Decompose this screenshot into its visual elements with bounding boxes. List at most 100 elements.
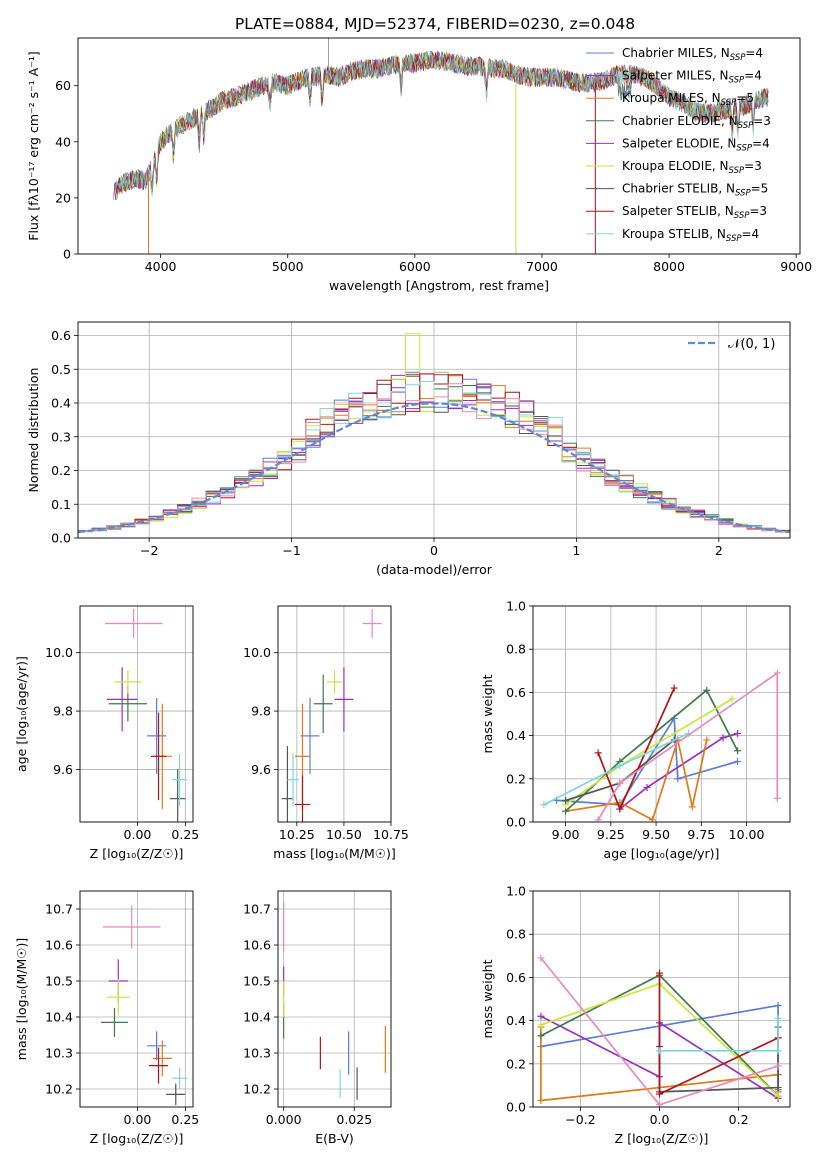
chart-age_vs_mass: 10.25 10.50 10.75 9.6 9.8 10.0 mass [log₁₀(M/M… <box>243 605 409 861</box>
weight-marker <box>774 1062 782 1070</box>
weight-marker <box>643 783 651 791</box>
weight-marker <box>773 669 781 677</box>
x-tick-label: 5000 <box>272 259 304 274</box>
y-tick-label: 9.8 <box>53 704 73 719</box>
weight-marker <box>728 695 736 703</box>
y-tick-label: 40 <box>55 134 71 149</box>
x-tick-label: 10.50 <box>326 827 362 842</box>
y-tick-label: 60 <box>55 78 71 93</box>
weight-marker <box>656 1090 664 1098</box>
x-tick-label: 9.00 <box>552 827 580 842</box>
y-axis-label: Normed distribution <box>26 368 41 493</box>
weight-marker <box>719 734 727 742</box>
histogram-series <box>78 333 790 532</box>
x-axis-label: wavelength [Angstrom, rest frame] <box>329 278 549 293</box>
y-tick-label: 0.6 <box>506 970 526 985</box>
y-tick-label: 1.0 <box>506 599 526 614</box>
chart-mass_weight_vs_z: −0.2 0.0 0.2 0.0 0.2 0.4 0.6 0.8 1.0 Z [log₁₀(Z/Z… <box>480 884 791 1146</box>
normal-curve <box>78 402 790 534</box>
weight-marker <box>537 1021 545 1029</box>
x-tick-label: 0 <box>430 543 438 558</box>
y-axis-label: age [log₁₀(age/yr)] <box>14 656 29 772</box>
x-tick-label: 2 <box>715 543 723 558</box>
y-tick-label: 10.7 <box>243 902 271 917</box>
x-tick-label: 0.00 <box>124 827 152 842</box>
y-tick-label: 10.3 <box>45 1046 73 1061</box>
legend-label: Kroupa ELODIE, NSSP=3 <box>622 159 762 176</box>
y-tick-label: 10.0 <box>45 645 73 660</box>
chart-spectrum: 4000 5000 6000 7000 8000 9000 0 20 40 60 wavelengt… <box>26 37 812 293</box>
figure-title: PLATE=0884, MJD=52374, FIBERID=0230, z=0… <box>235 15 635 33</box>
y-axis-label: mass weight <box>480 674 495 753</box>
weight-marker <box>616 779 624 787</box>
x-axis-label: Z [log₁₀(Z/Z☉)] <box>90 846 184 861</box>
weight-marker <box>537 954 545 962</box>
y-tick-label: 9.6 <box>53 762 73 777</box>
x-tick-label: 0.25 <box>171 1112 199 1127</box>
axes-frame <box>79 605 194 823</box>
x-tick-label: 9000 <box>780 259 812 274</box>
y-tick-label: 0.4 <box>506 728 526 743</box>
weight-marker <box>616 762 624 770</box>
legend: Chabrier MILES, NSSP=4 Salpeter MILES, NS… <box>586 46 771 244</box>
weight-marker <box>688 803 696 811</box>
y-tick-label: 0.2 <box>506 1056 526 1071</box>
y-tick-label: 10.3 <box>243 1046 271 1061</box>
y-tick-label: 10.5 <box>243 974 271 989</box>
x-axis-label: E(B-V) <box>315 1131 354 1146</box>
histogram-series <box>78 383 790 533</box>
y-tick-label: 10.4 <box>243 1010 271 1025</box>
weight-marker <box>734 729 742 737</box>
weight-marker <box>670 684 678 692</box>
plot-area <box>537 954 782 1107</box>
axes-frame <box>532 890 791 1108</box>
weight-line <box>597 671 779 821</box>
y-tick-label: 9.6 <box>251 762 271 777</box>
y-tick-label: 10.2 <box>243 1082 271 1097</box>
weight-marker <box>734 758 742 766</box>
legend-label: Kroupa MILES, NSSP=5 <box>622 91 754 108</box>
y-tick-label: 10.0 <box>243 645 271 660</box>
plot-area <box>113 38 769 254</box>
weight-line <box>565 688 739 812</box>
x-tick-label: 1 <box>572 543 580 558</box>
y-tick-label: 1.0 <box>506 884 526 899</box>
x-tick-label: 9.50 <box>642 827 670 842</box>
spectrum-line <box>115 50 768 197</box>
x-axis-label: (data-model)/error <box>376 562 493 577</box>
x-tick-label: 0.25 <box>171 827 199 842</box>
legend-label: Kroupa STELIB, NSSP=4 <box>622 227 759 244</box>
legend-label: Salpeter STELIB, NSSP=3 <box>622 204 767 221</box>
x-tick-label: 0.0 <box>650 1112 670 1127</box>
plot-area <box>283 901 386 1100</box>
y-tick-label: 20 <box>55 190 71 205</box>
y-tick-label: 0.6 <box>51 328 71 343</box>
legend-label: Salpeter MILES, NSSP=4 <box>622 69 762 86</box>
x-tick-label: 8000 <box>653 259 685 274</box>
chart-age_vs_z: 0.00 0.25 9.6 9.8 10.0 Z [log₁₀(Z/Z☉)] age [lo… <box>14 605 199 861</box>
y-tick-label: 0.6 <box>506 685 526 700</box>
weight-marker <box>540 801 548 809</box>
x-tick-label: 4000 <box>145 259 177 274</box>
weight-marker <box>616 805 624 813</box>
weight-marker <box>537 1012 545 1020</box>
y-tick-label: 0.2 <box>506 771 526 786</box>
weight-marker <box>674 775 682 783</box>
y-tick-label: 10.6 <box>45 938 73 953</box>
y-tick-label: 10.2 <box>45 1082 73 1097</box>
x-tick-label: 0.000 <box>266 1112 302 1127</box>
legend-label: 𝒩(0, 1) <box>728 337 775 352</box>
x-tick-label: −0.2 <box>565 1112 595 1127</box>
weight-marker <box>656 1101 664 1107</box>
weight-marker <box>774 1001 782 1009</box>
x-axis-label: Z [log₁₀(Z/Z☉)] <box>615 1131 709 1146</box>
axes-frame <box>77 37 801 255</box>
axes-frame <box>79 890 194 1108</box>
y-tick-label: 0.0 <box>506 1100 526 1115</box>
weight-marker <box>656 969 664 977</box>
axes-frame <box>532 605 791 823</box>
weight-marker <box>703 736 711 744</box>
x-axis-label: age [log₁₀(age/yr)] <box>604 846 720 861</box>
y-tick-label: 0.4 <box>51 396 71 411</box>
legend-label: Salpeter ELODIE, NSSP=4 <box>622 136 770 153</box>
